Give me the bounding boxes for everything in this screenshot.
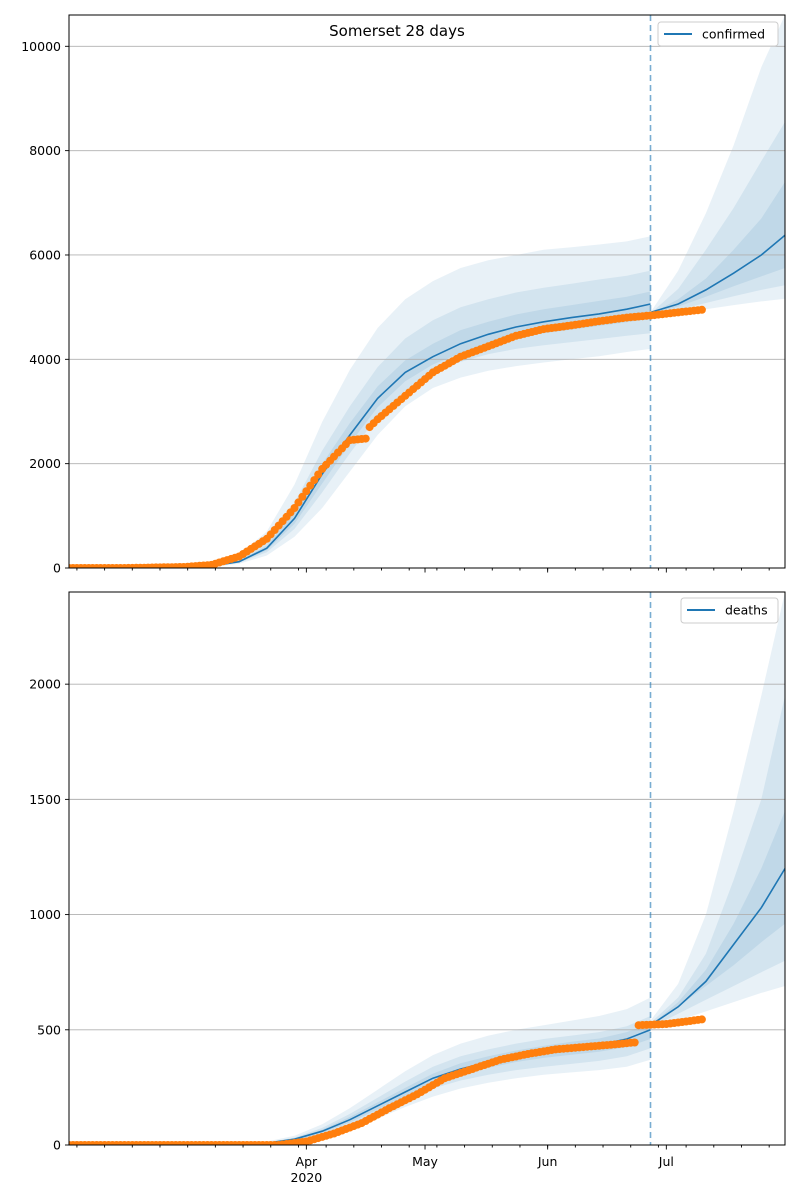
chart-title: Somerset 28 days xyxy=(329,22,465,40)
observed-point xyxy=(302,487,311,496)
y-tick-label: 1000 xyxy=(29,907,61,922)
y-tick-label: 1500 xyxy=(29,792,61,807)
uncertainty-band xyxy=(650,695,785,1028)
uncertainty-band xyxy=(650,181,785,314)
observed-point xyxy=(314,470,323,479)
y-tick-label: 2000 xyxy=(29,677,61,692)
x-tick-label: Jul xyxy=(658,1154,674,1169)
uncertainty-band xyxy=(69,997,651,1145)
observed-point xyxy=(306,481,315,490)
forecast-line xyxy=(650,234,785,314)
legend-label: confirmed xyxy=(702,27,765,42)
legend-label: deaths xyxy=(725,603,768,618)
legend-box xyxy=(680,597,779,624)
legend-confirmed: confirmed xyxy=(657,21,779,47)
uncertainty-band xyxy=(650,810,785,1027)
uncertainty-band xyxy=(69,270,651,568)
x-tick-sublabel: 2020 xyxy=(290,1170,322,1185)
x-tick-label: Jun xyxy=(537,1154,558,1169)
uncertainty-band xyxy=(650,121,785,316)
uncertainty-band xyxy=(69,1022,651,1145)
y-tick-label: 10000 xyxy=(21,39,61,54)
y-tick-label: 8000 xyxy=(29,143,61,158)
legend-deaths: deaths xyxy=(680,597,779,624)
forecast-line xyxy=(650,868,785,1026)
observed-point xyxy=(310,476,319,485)
uncertainty-band xyxy=(69,236,651,568)
observed-point xyxy=(630,1038,639,1047)
legend-box xyxy=(657,21,779,47)
uncertainty-band xyxy=(650,15,785,318)
observed-point xyxy=(697,1015,706,1024)
uncertainty-band xyxy=(69,1016,651,1145)
y-tick-label: 2000 xyxy=(29,456,61,471)
plot-frame xyxy=(68,591,786,1146)
model-line xyxy=(69,303,651,568)
uncertainty-band xyxy=(69,291,651,568)
observed-point xyxy=(697,305,706,314)
y-tick-label: 6000 xyxy=(29,247,61,262)
observed-point xyxy=(294,498,303,507)
x-tick-label: May xyxy=(412,1154,438,1169)
plot-frame xyxy=(68,14,786,569)
observed-point xyxy=(298,492,307,501)
y-tick-label: 0 xyxy=(53,561,61,576)
observed-point xyxy=(290,504,299,512)
y-tick-label: 4000 xyxy=(29,352,61,367)
y-tick-label: 0 xyxy=(53,1138,61,1153)
x-tick-label: Apr xyxy=(296,1154,318,1169)
y-tick-label: 500 xyxy=(37,1022,61,1037)
observed-point xyxy=(361,434,370,443)
